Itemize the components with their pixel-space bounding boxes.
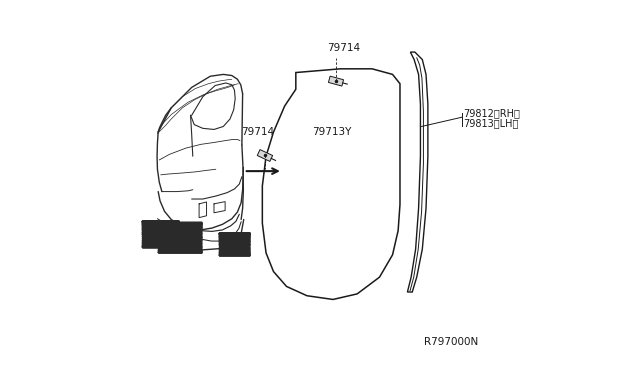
- Text: 79713Y: 79713Y: [312, 127, 352, 137]
- Polygon shape: [328, 76, 344, 86]
- Text: 79714: 79714: [327, 44, 360, 53]
- Text: 79812〈RH〉: 79812〈RH〉: [463, 109, 520, 118]
- Polygon shape: [257, 150, 273, 161]
- Text: 79714: 79714: [241, 127, 275, 137]
- Text: 79813〈LH〉: 79813〈LH〉: [463, 118, 518, 128]
- Text: R797000N: R797000N: [424, 337, 478, 347]
